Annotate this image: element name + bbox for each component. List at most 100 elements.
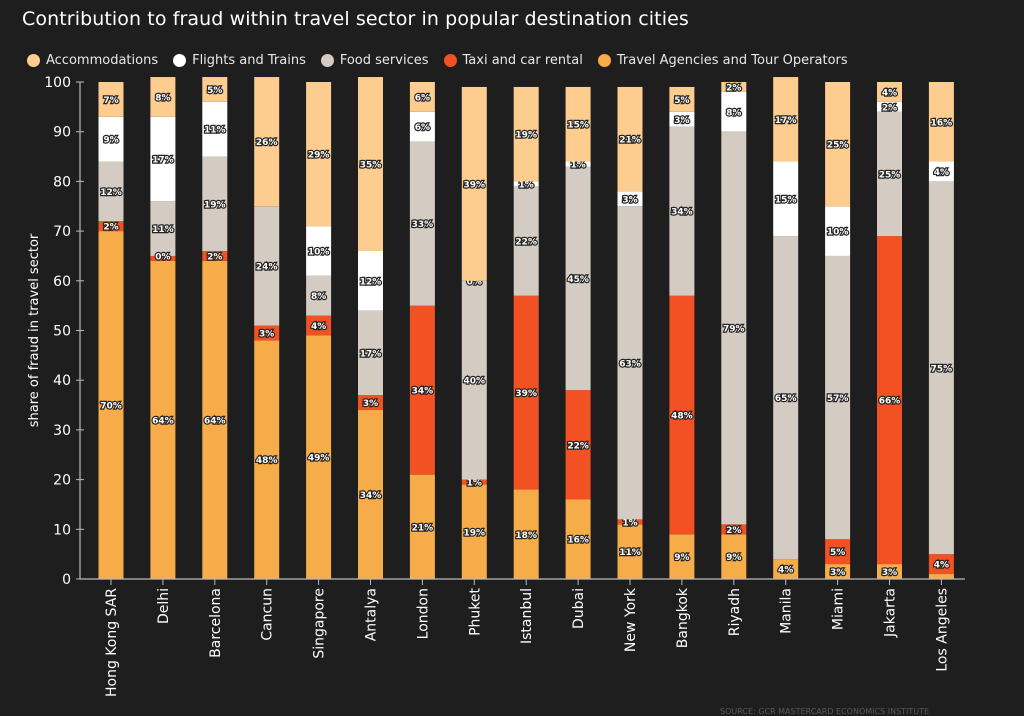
bar-segment-taxi: [513, 295, 539, 490]
data-label-flights: 3%: [622, 195, 637, 205]
data-label-taxi: 3%: [259, 329, 274, 339]
bar-segment-agencies: [409, 474, 435, 579]
data-label-accommodations: 5%: [207, 86, 222, 96]
bar-segment-food: [461, 280, 487, 480]
legend: Accommodations Flights and Trains Food ser…: [27, 53, 863, 68]
data-label-flights: 1%: [519, 180, 534, 190]
bar-segment-agencies: [928, 574, 954, 579]
data-label-accommodations: 21%: [619, 136, 641, 146]
legend-label-accommodations: Accommodations: [46, 53, 159, 68]
data-label-taxi: 4%: [311, 322, 326, 332]
x-tick-label: London: [415, 588, 431, 639]
y-tick-label: 0: [62, 572, 71, 588]
legend-label-agencies: Travel Agencies and Tour Operators: [616, 53, 848, 68]
bar-segment-flights: [409, 111, 435, 142]
data-label-agencies: 3%: [882, 568, 897, 578]
data-label-flights: 15%: [775, 195, 797, 205]
bar-segment-agencies: [617, 524, 643, 579]
data-label-accommodations: 17%: [775, 116, 797, 126]
bar-segment-flights: [513, 181, 539, 187]
x-tick-label: Cancun: [260, 588, 276, 641]
legend-label-taxi: Taxi and car rental: [462, 53, 583, 68]
bar-segment-flights: [928, 161, 954, 182]
bar-segment-taxi: [565, 390, 591, 500]
data-label-flights: 2%: [882, 103, 897, 113]
legend-item-food: Food services: [320, 53, 429, 68]
legend-swatch-flights: [173, 54, 187, 67]
data-label-taxi: 66%: [879, 397, 901, 407]
y-tick-label: 70: [53, 224, 71, 240]
bar-segment-agencies: [306, 335, 332, 579]
data-label-flights: 17%: [152, 156, 174, 166]
bar-segment-food: [928, 181, 954, 555]
data-label-taxi: 3%: [363, 399, 378, 409]
bar-segment-accommodations: [928, 82, 954, 162]
bar-segment-food: [150, 201, 176, 256]
data-label-accommodations: 39%: [464, 180, 486, 190]
bar-segment-agencies: [358, 410, 383, 579]
data-label-accommodations: 2%: [726, 83, 741, 93]
bar-segment-food: [98, 161, 124, 222]
x-tick-label: Delhi: [156, 588, 172, 624]
data-label-taxi: 1%: [622, 518, 637, 528]
bar-segment-taxi: [825, 539, 851, 565]
data-label-flights: 1%: [570, 161, 585, 171]
y-tick-label: 80: [53, 174, 71, 190]
data-label-food: 57%: [827, 394, 849, 404]
data-label-accommodations: 25%: [827, 141, 849, 151]
data-label-flights: 10%: [308, 247, 330, 257]
bar-segment-food: [617, 206, 643, 520]
bar-segment-accommodations: [150, 77, 176, 117]
data-label-taxi: 4%: [934, 561, 949, 571]
bar-group: 16% 22% 45% 1% 15%: [565, 86, 591, 579]
bar-segment-food: [513, 186, 539, 296]
data-label-agencies: 9%: [726, 553, 741, 563]
legend-item-accommodations: Accommodations: [27, 53, 158, 68]
legend-item-taxi: Taxi and car rental: [443, 53, 583, 68]
legend-swatch-agencies: [597, 54, 611, 67]
y-tick-label: 40: [53, 373, 71, 389]
bar-segment-flights: [150, 116, 176, 202]
y-tick-label: 50: [53, 324, 71, 340]
data-label-flights: 12%: [360, 277, 382, 287]
bar-segment-agencies: [461, 484, 487, 579]
data-label-taxi: 2%: [726, 526, 741, 536]
data-label-extra: 0%: [155, 252, 170, 262]
bar-group: 64% 11% 17% 8% 0%: [150, 77, 176, 579]
bar-segment-agencies: [825, 564, 851, 579]
bar-segment-agencies: [877, 564, 902, 579]
bar-segment-taxi: [150, 255, 176, 261]
data-label-flights: 4%: [934, 168, 949, 178]
bar-group: 48% 3% 24% 26%: [254, 77, 280, 579]
bar-segment-taxi: [306, 315, 332, 336]
data-label-agencies: 48%: [256, 456, 278, 466]
data-label-flights: 3%: [674, 116, 689, 126]
bar-segment-accommodations: [409, 82, 435, 112]
x-tick-label: Jakarta: [883, 588, 899, 638]
data-label-food: 75%: [931, 364, 953, 374]
bar-segment-taxi: [202, 250, 228, 261]
data-label-accommodations: 6%: [415, 93, 430, 103]
source-note: SOURCE: GCR MASTERCARD ECONOMICS INSTITU…: [720, 707, 930, 716]
data-label-food: 22%: [515, 238, 537, 248]
bar-segment-accommodations: [98, 82, 124, 117]
legend-item-flights: Flights and Trains: [173, 53, 306, 68]
bar-segment-flights: [306, 226, 332, 276]
data-label-food: 34%: [671, 208, 693, 218]
bar-segment-food: [721, 131, 747, 525]
data-label-accommodations: 7%: [103, 96, 118, 106]
data-label-agencies: 49%: [308, 454, 330, 464]
data-label-accommodations: 15%: [567, 121, 589, 131]
legend-swatch-food: [320, 54, 334, 67]
data-label-accommodations: 4%: [882, 88, 897, 98]
bar-segment-taxi: [617, 519, 643, 525]
bar-segment-accommodations: [565, 86, 591, 162]
bar-segment-food: [409, 141, 435, 306]
y-tick-label: 60: [53, 274, 71, 290]
data-label-accommodations: 16%: [931, 118, 953, 128]
data-label-food: 79%: [723, 325, 745, 335]
bar-segment-taxi: [877, 236, 902, 565]
data-label-agencies: 64%: [152, 416, 174, 426]
bar-segment-food: [565, 166, 591, 391]
bar-segment-flights: [877, 101, 902, 112]
